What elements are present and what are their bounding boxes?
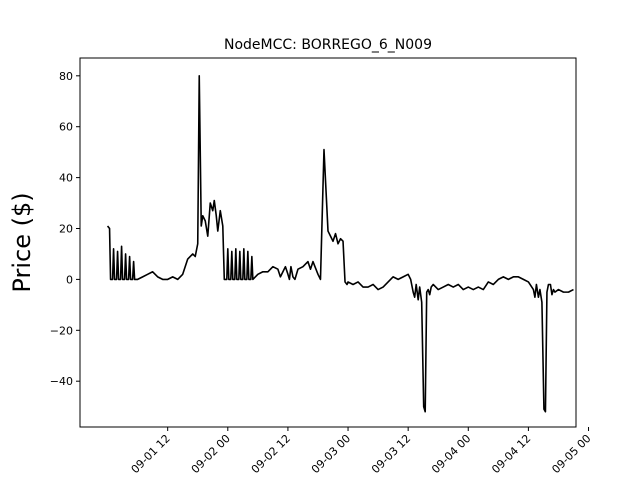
y-tick-label: 0 [66,273,73,286]
x-axis-ticks: 09-01 12 09-02 00 09-02 12 09-03 00 09-03 12… [129,427,594,476]
y-tick-label: 40 [59,172,73,185]
x-tick-label: 09-01 12 [129,432,173,476]
y-tick-label: −40 [50,375,73,388]
x-tick-label: 09-03 00 [309,432,353,476]
x-tick-label: 09-04 00 [429,432,473,476]
y-axis-label: Price ($) [8,192,36,292]
y-tick-label: 20 [59,223,73,236]
y-tick-label: 60 [59,121,73,134]
x-tick-label: 09-04 12 [489,432,533,476]
plot-area-frame [79,57,577,428]
x-tick-label: 09-03 12 [369,432,413,476]
x-tick-label: 09-05 00 [549,432,593,476]
series-line-price [106,75,574,413]
x-tick-label: 09-02 00 [189,432,233,476]
chart-title: NodeMCC: BORREGO_6_N009 [224,37,432,53]
y-axis-ticks: 80 60 40 20 0 −20 −40 [50,70,80,388]
y-tick-label: −20 [50,324,73,337]
x-tick-label: 09-02 12 [249,432,293,476]
y-tick-label: 80 [59,70,73,83]
